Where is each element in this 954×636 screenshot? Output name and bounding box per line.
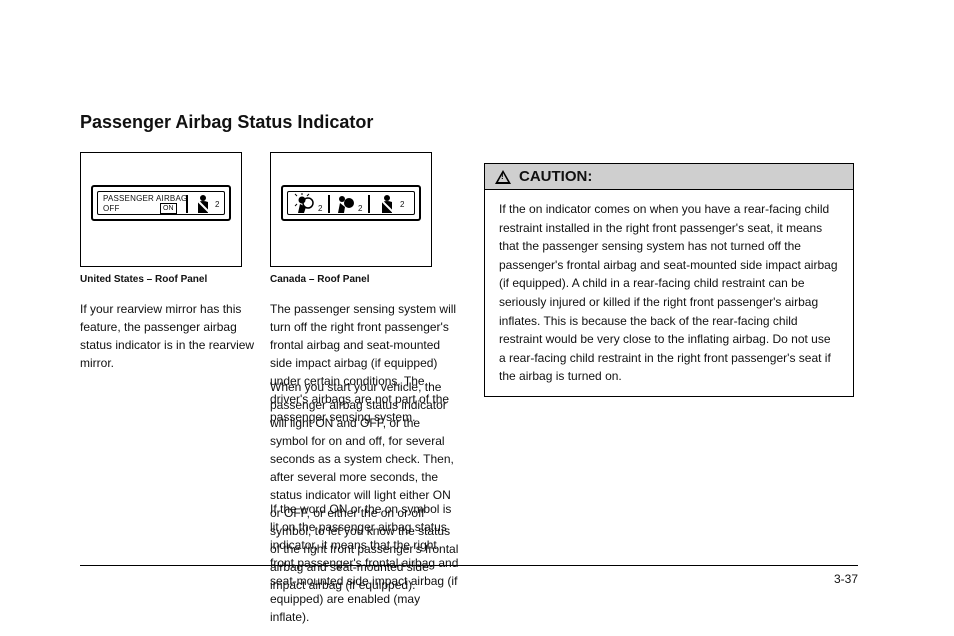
figure-us-caption: United States – Roof Panel — [80, 273, 242, 286]
caution-box: ! CAUTION: If the on indicator comes on … — [484, 163, 854, 397]
airbag-on-icon — [334, 193, 356, 215]
divider-bar-b1 — [328, 195, 330, 213]
page-root: Passenger Airbag Status Indicator PASSEN… — [0, 0, 954, 636]
label-two-a: 2 — [215, 200, 219, 209]
warning-triangle-icon: ! — [495, 170, 511, 184]
section-title: Passenger Airbag Status Indicator — [80, 112, 373, 133]
figure-ca-caption: Canada – Roof Panel — [270, 273, 432, 286]
footer-rule — [80, 565, 858, 566]
seatbelt-icon — [192, 193, 214, 215]
label-on: ON — [160, 203, 177, 214]
label-off: OFF — [103, 204, 120, 213]
body-left-note: If your rearview mirror has this feature… — [80, 300, 255, 372]
label-two-b3: 2 — [400, 200, 404, 209]
body-para-3: If the word ON or the on symbol is lit o… — [270, 500, 460, 626]
label-passenger-airbag: PASSENGER AIRBAG — [103, 194, 187, 203]
page-number: 3-37 — [834, 572, 858, 586]
divider-bar-b2 — [368, 195, 370, 213]
label-two-b1: 2 — [318, 204, 322, 213]
seatbelt-icon-b — [376, 193, 398, 215]
figure-us-roof-panel: PASSENGER AIRBAG OFF ON 2 — [80, 152, 242, 267]
caution-body: If the on indicator comes on when you ha… — [485, 190, 853, 396]
label-two-b2: 2 — [358, 204, 362, 213]
figure-ca-roof-panel: 2 2 2 — [270, 152, 432, 267]
caution-title: CAUTION: — [519, 168, 592, 185]
airbag-off-icon — [294, 193, 316, 215]
caution-header: ! CAUTION: — [485, 164, 853, 190]
divider-bar — [186, 195, 188, 213]
